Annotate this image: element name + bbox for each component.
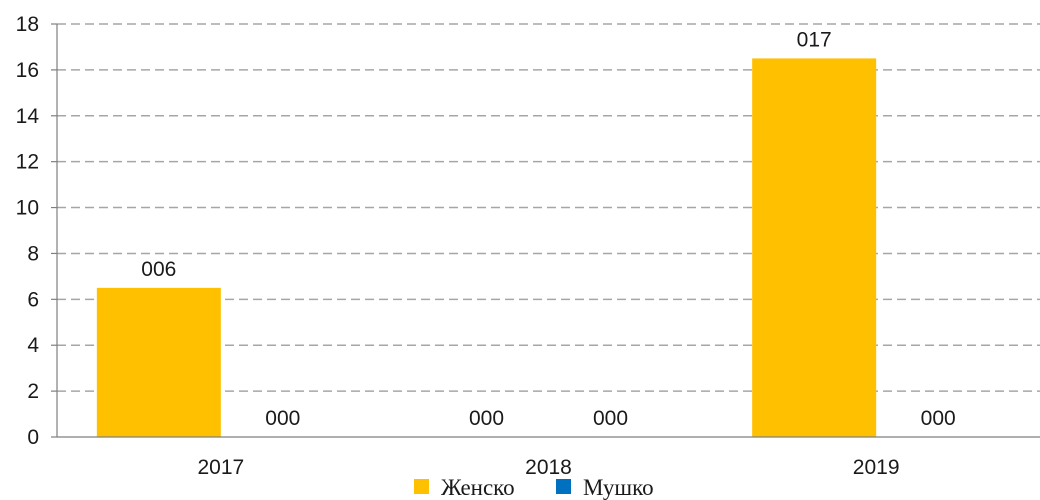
- y-tick-label: 12: [16, 151, 39, 174]
- legend-swatch: [414, 479, 429, 494]
- y-tick-label: 18: [16, 13, 39, 36]
- data-label: 017: [797, 28, 832, 51]
- y-tick-label: 2: [27, 380, 39, 403]
- data-label: 006: [141, 258, 176, 281]
- data-label: 000: [469, 407, 504, 430]
- legend-label: Женско: [441, 475, 515, 500]
- y-tick-label: 6: [27, 288, 39, 311]
- data-labels: 006 000 000 000 017 000: [141, 28, 955, 430]
- legend: Женско Мушко: [414, 475, 654, 500]
- y-tick-label: 8: [27, 242, 39, 265]
- y-tick-label: 4: [27, 334, 39, 357]
- bar-Женско-2017: [96, 287, 221, 437]
- legend-swatch: [556, 479, 571, 494]
- x-tick-label: 2019: [853, 456, 900, 479]
- x-axis: 2017 2018 2019: [57, 436, 1040, 479]
- y-tick-label: 10: [16, 197, 39, 220]
- legend-label: Мушко: [583, 475, 654, 500]
- bars: [96, 58, 877, 438]
- data-label: 000: [593, 407, 628, 430]
- data-label: 000: [265, 407, 300, 430]
- y-axis: 0 2 4 6 8 10 12 14 16 18: [16, 13, 58, 449]
- y-tick-label: 14: [16, 105, 40, 128]
- data-label: 000: [921, 407, 956, 430]
- y-tick-label: 0: [27, 426, 39, 449]
- x-tick-label: 2017: [197, 456, 244, 479]
- x-tick-label: 2018: [525, 456, 572, 479]
- y-tick-label: 16: [16, 59, 39, 82]
- bar-Женско-2019: [752, 58, 877, 438]
